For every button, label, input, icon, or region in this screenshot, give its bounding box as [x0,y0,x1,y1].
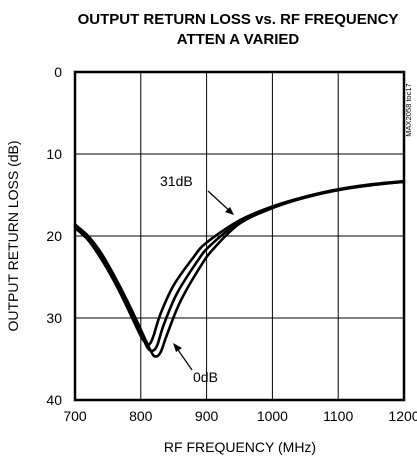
y-tick-label: 10 [46,146,62,162]
series-group [73,179,406,358]
y-tick-label: 30 [46,310,62,326]
x-tick-label: 800 [129,408,153,424]
annotation-31db-arrowhead [225,207,234,215]
y-tick-label: 40 [46,392,62,408]
y-axis-label: OUTPUT RETURN LOSS (dB) [5,140,21,331]
side-label: MAX2058 toc17 [404,83,413,136]
x-axis-label: RF FREQUENCY (MHz) [164,439,316,455]
x-tick-label: 700 [63,408,87,424]
series-line-0 [73,179,406,346]
chart-subtitle: ATTEN A VARIED [177,31,300,48]
series-line-1 [73,180,406,353]
x-tick-label: 1000 [257,408,288,424]
x-tick-label: 900 [195,408,219,424]
series-line-2 [73,180,406,358]
annotation-0db-arrow [175,346,193,371]
y-tick-label: 20 [46,228,62,244]
x-tick-labels: 700 800 900 1000 1100 1200 [63,408,417,424]
annotation-0db: 0dB [193,369,218,385]
x-tick-label: 1100 [323,408,353,424]
x-tick-label: 1200 [388,408,417,424]
y-tick-label: 0 [54,64,62,80]
y-tick-labels: 0 10 20 30 40 [46,64,62,408]
chart-title: OUTPUT RETURN LOSS vs. RF FREQUENCY [78,11,399,28]
grid [75,72,404,400]
annotation-31db: 31dB [160,173,193,189]
plot-frame [73,70,406,402]
annotation-0db-arrowhead [173,343,182,352]
